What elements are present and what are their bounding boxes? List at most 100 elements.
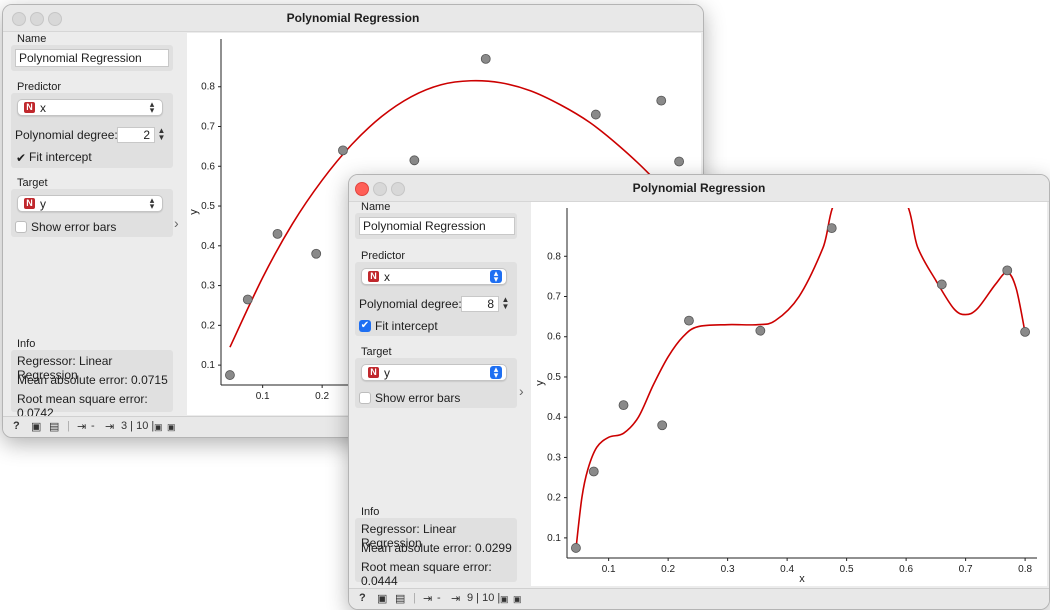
minimize-window-button[interactable]: [373, 182, 387, 196]
x-tick-label: 0.2: [661, 564, 675, 575]
error-bars-checkbox[interactable]: [15, 221, 27, 233]
y-tick-label: 0.5: [547, 372, 561, 383]
y-tick-label: 0.2: [201, 320, 215, 331]
target-section-label: Target: [361, 346, 392, 358]
data-point: [272, 228, 283, 239]
y-axis-label: y: [534, 380, 546, 386]
name-section-label: Name: [361, 201, 391, 213]
info-section-label: Info: [361, 506, 380, 518]
data-point: [225, 370, 235, 380]
report-icon[interactable]: ▤: [395, 593, 406, 605]
y-tick-label: 0.6: [201, 161, 215, 172]
zoom-window-button[interactable]: [48, 12, 62, 26]
divider: |: [67, 420, 70, 432]
target-combo[interactable]: N y ▴ ▾: [17, 195, 163, 212]
save-icon[interactable]: ▣: [377, 593, 388, 605]
name-field[interactable]: Polynomial Regression: [359, 217, 515, 235]
status-bar: ? ▣ ▤ | ⇥ - ⇥ 9 | 10 | ▣ ▣: [349, 588, 1049, 609]
info-mae: Mean absolute error: 0.0715: [17, 373, 168, 387]
y-tick-label: 0.3: [547, 452, 561, 463]
fit-intercept-checkbox[interactable]: ✔: [15, 151, 27, 165]
target-box: N y ▴ ▾ Show error bars: [11, 189, 173, 237]
x-axis-label: x: [799, 573, 805, 585]
zoom-window-button[interactable]: [391, 182, 405, 196]
info-box: Regressor: Linear Regression Mean absolu…: [355, 518, 517, 588]
data-point: [1002, 265, 1013, 276]
numeric-variable-icon: N: [24, 198, 35, 209]
data-point: [674, 156, 685, 167]
name-section-label: Name: [17, 33, 47, 45]
status-summary: 3 | 10 |: [121, 420, 155, 432]
data-point: [755, 325, 766, 336]
window-title: Polynomial Regression: [286, 11, 420, 25]
name-field[interactable]: Polynomial Regression: [15, 49, 169, 67]
predictor-combo[interactable]: N x ▴ ▾: [17, 99, 163, 116]
regression-plot[interactable]: 0.1 0.2 0.3 0.4 0.5 0.6 0.7 0.8 0.1 0.2 0.3 0.4 0.5 0…: [531, 202, 1047, 586]
target-value: y: [40, 197, 46, 211]
titlebar[interactable]: Polynomial Regression: [3, 5, 703, 32]
window-degree-8: Polynomial Regression Name Polynomial Re…: [348, 174, 1050, 610]
degree-stepper-icon[interactable]: ▲ ▼: [157, 126, 166, 142]
data-point: [311, 248, 322, 259]
data-point: [618, 400, 629, 411]
info-section-label: Info: [17, 338, 36, 350]
target-combo[interactable]: N y ▴ ▾: [361, 364, 507, 381]
degree-spinbox[interactable]: 8: [461, 296, 499, 312]
x-tick-label: 0.6: [899, 564, 913, 575]
titlebar[interactable]: Polynomial Regression: [349, 175, 1049, 202]
predictor-value: x: [384, 270, 390, 284]
target-section-label: Target: [17, 177, 48, 189]
regression-chart-svg: 0.1 0.2 0.3 0.4 0.5 0.6 0.7 0.8 0.1 0.2 0.3 0.4 0.5 0…: [534, 208, 1037, 585]
fit-intercept-checkbox[interactable]: ✔: [359, 320, 371, 332]
report-icon[interactable]: ▤: [49, 421, 60, 433]
name-box: Polynomial Regression: [355, 213, 517, 239]
data-point: [590, 109, 601, 120]
numeric-variable-icon: N: [24, 102, 35, 113]
y-tick-label: 0.4: [547, 412, 561, 423]
fit-curve-line: [229, 79, 680, 348]
collapse-panel-arrow-icon[interactable]: ›: [174, 215, 179, 231]
predictor-section-label: Predictor: [17, 81, 62, 93]
fit-intercept-label: Fit intercept: [29, 150, 92, 164]
data-point: [571, 543, 581, 553]
output-data-icon[interactable]: ▣: [167, 422, 176, 432]
output-data-icon[interactable]: ▣: [513, 594, 522, 604]
data-point: [684, 315, 694, 326]
divider: |: [413, 592, 416, 604]
info-box: Regressor: Linear Regression Mean absolu…: [11, 350, 173, 420]
close-window-button[interactable]: [355, 182, 369, 196]
error-bars-checkbox[interactable]: [359, 392, 371, 404]
y-tick-label: 0.7: [547, 292, 561, 303]
minimize-window-button[interactable]: [30, 12, 44, 26]
name-box: Polynomial Regression: [11, 45, 173, 71]
x-tick-label: 0.5: [840, 564, 854, 575]
degree-spinbox[interactable]: 2: [117, 127, 155, 143]
x-tick-label: 0.7: [959, 564, 973, 575]
output-table-icon[interactable]: ▣: [154, 422, 163, 432]
data-point: [242, 294, 253, 305]
y-tick-label: 0.1: [547, 533, 561, 544]
info-regressor: Regressor: Linear Regression: [361, 522, 457, 550]
output-icon[interactable]: ⇥: [451, 593, 461, 605]
data-point: [657, 420, 668, 431]
collapse-panel-arrow-icon[interactable]: ›: [519, 383, 524, 399]
help-icon[interactable]: ?: [13, 420, 20, 432]
predictor-combo[interactable]: N x ▴ ▾: [361, 268, 507, 285]
window-title: Polynomial Regression: [632, 181, 766, 195]
x-tick-label: 0.2: [315, 391, 329, 402]
y-tick-label: 0.2: [547, 493, 561, 504]
predictor-value: x: [40, 101, 46, 115]
save-icon[interactable]: ▣: [31, 421, 42, 433]
degree-stepper-icon[interactable]: ▲ ▼: [501, 295, 510, 311]
help-icon[interactable]: ?: [359, 592, 366, 604]
input-icon[interactable]: ⇥: [77, 421, 87, 433]
info-rmse: Root mean square error: 0.0444: [361, 560, 492, 588]
data-point: [826, 223, 837, 234]
target-box: N y ▴ ▾ Show error bars: [355, 358, 517, 408]
target-value: y: [384, 366, 390, 380]
y-axis-label: y: [188, 209, 200, 215]
output-table-icon[interactable]: ▣: [500, 594, 509, 604]
input-icon[interactable]: ⇥: [423, 593, 433, 605]
close-window-button[interactable]: [12, 12, 26, 26]
output-icon[interactable]: ⇥: [105, 421, 115, 433]
